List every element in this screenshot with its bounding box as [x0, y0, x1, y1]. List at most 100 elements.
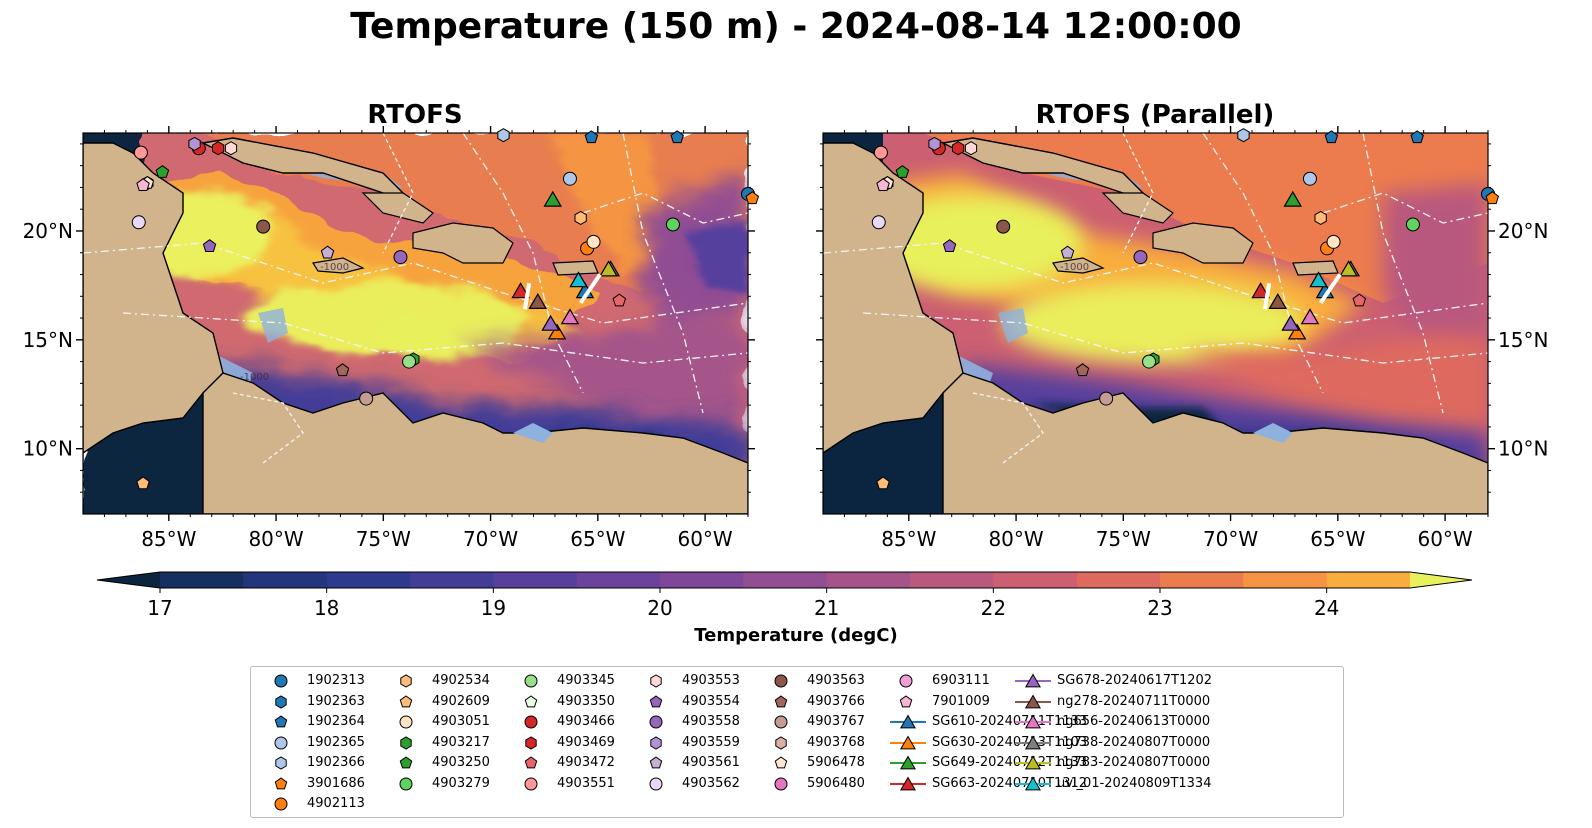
- float-marker-4902534: [574, 210, 587, 225]
- legend-marker: [274, 674, 288, 688]
- legend-pentagon: [274, 715, 288, 728]
- colorbar-segment: [826, 572, 911, 588]
- float-marker-4903558: [393, 250, 408, 265]
- legend-marker: [399, 777, 413, 790]
- glider-marker-ng656-20240613T0000: [560, 308, 580, 325]
- legend-marker: [1015, 775, 1051, 790]
- legend-label: 4903554: [682, 693, 740, 709]
- legend-label: 4903558: [682, 714, 740, 729]
- float-marker-4903766: [1075, 363, 1090, 377]
- x-tick-label: 80°W: [988, 527, 1043, 551]
- legend-pentagon: [399, 756, 413, 769]
- legend-marker: [274, 797, 288, 811]
- legend-circle: [524, 715, 538, 729]
- legend-marker: [525, 735, 537, 750]
- legend-marker: [1015, 755, 1051, 770]
- float-marker-4903345: [1142, 354, 1157, 369]
- legend-circle: [274, 674, 288, 688]
- float-marker-4903561: [1060, 245, 1075, 259]
- legend-circle: [274, 797, 288, 811]
- glider-marker-SG678-20240617T1202: [1281, 314, 1300, 331]
- legend-marker: [649, 777, 663, 790]
- colorbar-segment: [910, 572, 994, 588]
- legend-hexagon: [775, 735, 787, 750]
- legend-marker: [774, 756, 788, 769]
- legend-circle: [399, 777, 413, 790]
- legend-circle: [774, 777, 788, 790]
- glider-marker-ng278-20240711T0000: [528, 293, 548, 309]
- contour-label: -1000: [240, 372, 269, 383]
- colorbar-extend-low: [97, 572, 160, 588]
- legend-marker: [274, 736, 288, 749]
- legend-marker: [650, 674, 662, 688]
- legend-circle: [899, 674, 913, 688]
- legend-label: 4903559: [682, 734, 740, 750]
- contour-labels: -1000 -1000 -1000: [240, 262, 1089, 383]
- y-tick-label: 15°N: [1498, 328, 1548, 352]
- colorbar-segment: [160, 572, 244, 588]
- x-tick-label: 70°W: [463, 527, 518, 551]
- float-marker-4903554: [942, 239, 957, 252]
- colorbar-tick-label: 19: [481, 596, 506, 620]
- float-marker-4903551: [873, 145, 888, 160]
- legend-triangle: [1024, 693, 1041, 708]
- legend-marker: [274, 715, 288, 728]
- float-marker-4903250: [155, 165, 170, 178]
- legend-marker: [649, 715, 663, 729]
- float-marker-4903562: [871, 215, 886, 230]
- legend-label: SG630-20240713T1103: [932, 734, 1088, 750]
- legend-label: 4903767: [807, 714, 865, 729]
- contour-label: -1000: [1060, 262, 1089, 273]
- colorbar-segment: [493, 572, 578, 588]
- colorbar-tick-label: 21: [814, 596, 839, 620]
- colorbar-segment: [660, 572, 744, 588]
- legend-pentagon: [524, 756, 538, 769]
- glider-marker-uvi_01-20240809T1334: [1309, 271, 1328, 288]
- legend-marker: [1015, 673, 1051, 688]
- legend-marker: [899, 674, 913, 688]
- x-tick-label: 85°W: [881, 527, 936, 551]
- legend-triangle: [899, 755, 916, 770]
- legend-pentagon: [274, 776, 288, 789]
- glider-marker-SG649-20240712T1133: [1283, 190, 1303, 207]
- legend-pentagon: [649, 694, 663, 707]
- float-marker-1902365: [562, 171, 577, 186]
- float-marker-1902364: [670, 130, 684, 144]
- glider-marker-SG649-20240712T1133: [543, 190, 563, 207]
- legend-marker: [1015, 693, 1051, 708]
- float-marker-4903469: [212, 141, 225, 156]
- legend-label: 4903472: [557, 755, 615, 770]
- legend-marker: [399, 715, 413, 729]
- colorbar-segment: [1076, 572, 1161, 588]
- y-tick-label: 15°N: [23, 328, 73, 352]
- x-tick-label: 65°W: [570, 527, 625, 551]
- legend-label: 1902366: [307, 755, 365, 770]
- legend-marker: [274, 776, 288, 789]
- legend-circle: [524, 674, 538, 688]
- glider-track: [1319, 273, 1342, 304]
- float-marker-4903554: [202, 239, 217, 252]
- float-marker-3901686: [745, 191, 760, 205]
- legend-label: 1902363: [307, 693, 365, 709]
- colorbar-segment: [1160, 572, 1244, 588]
- legend: 1902313 1902363 1902364 1902365 1902366 39016…: [250, 666, 1344, 818]
- map-panel-rtofs: [82, 132, 749, 515]
- legend-label: SG610-20240711T1133: [932, 714, 1088, 729]
- legend-label: 4903217: [432, 734, 490, 750]
- colorbar-tick-label: 20: [647, 596, 672, 620]
- legend-marker: [1015, 714, 1051, 729]
- float-marker-1902364: [1410, 130, 1424, 144]
- glider-track: [579, 273, 602, 304]
- legend-marker: [650, 735, 662, 750]
- x-tick-label: 70°W: [1203, 527, 1258, 551]
- glider-marker-SG630-20240713T1103: [1287, 323, 1307, 340]
- y-tick-label: 20°N: [1498, 219, 1548, 243]
- glider-marker-ng783-20240807T0000: [599, 260, 618, 277]
- legend-marker: [400, 674, 412, 688]
- legend-marker: [774, 777, 788, 790]
- map-panel-rtofs-parallel: [822, 132, 1489, 515]
- legend-hexagon: [650, 674, 662, 688]
- legend-marker: [774, 694, 788, 707]
- legend-pentagon: [399, 694, 413, 707]
